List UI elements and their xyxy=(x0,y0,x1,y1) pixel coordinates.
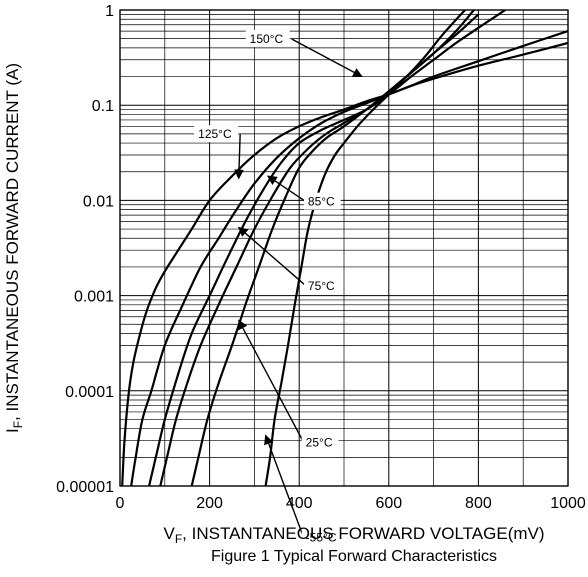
series-leader-125c xyxy=(234,134,244,180)
series-label-bg xyxy=(301,528,346,546)
series-line-25c xyxy=(190,10,475,486)
grid-lines xyxy=(119,10,569,487)
series-label-bg xyxy=(303,276,341,294)
x-tick-label: 600 xyxy=(375,495,402,512)
y-axis-title: IF, INSTANTANEOUS FORWARD CURRENT (A) xyxy=(3,63,25,433)
x-tick-label: 800 xyxy=(465,495,492,512)
x-tick-label: 200 xyxy=(196,495,223,512)
x-tick-label: 1000 xyxy=(550,495,586,512)
series-lines xyxy=(121,10,568,486)
y-tick-label: 1 xyxy=(105,3,114,20)
series-leader-25c xyxy=(238,319,305,443)
x-axis-title: VF, INSTANTANEOUS FORWARD VOLTAGE(mV) xyxy=(163,524,544,546)
series-label-150c: 150°C xyxy=(250,32,284,46)
x-tick-label: 0 xyxy=(116,495,125,512)
series-leader-75c xyxy=(237,226,307,287)
y-tick-label: 0.0001 xyxy=(65,384,114,401)
y-tick-label: 0.1 xyxy=(92,98,114,115)
y-tick-label: 0.01 xyxy=(83,193,114,210)
series-label-85c: 85°C xyxy=(308,195,335,209)
series-label-125c: 125°C xyxy=(198,127,232,141)
x-tick-label: 400 xyxy=(286,495,313,512)
y-tick-label: 0.00001 xyxy=(56,479,114,496)
series-label-bg xyxy=(245,30,290,48)
series-label-25c: 25°C xyxy=(306,435,333,449)
series-label-75c: 75°C xyxy=(308,279,335,293)
series-leader-150c xyxy=(291,38,363,78)
series-line-minus55c xyxy=(264,10,466,486)
series-label-bg xyxy=(301,433,339,451)
series-leaders xyxy=(234,38,363,538)
series-labels: 150°C 125°C 85°C 75°C 25°C -55°C xyxy=(194,30,346,546)
x-tick-labels: 0 200 400 600 800 1000 xyxy=(116,495,586,512)
figure-caption: Figure 1 Typical Forward Characteristics xyxy=(211,548,497,565)
series-line-85c xyxy=(148,10,506,486)
y-tick-labels: 0.00001 0.0001 0.001 0.01 0.1 1 xyxy=(56,3,114,496)
series-label-bg xyxy=(303,192,341,210)
series-label-bg xyxy=(194,125,239,143)
plot-frame xyxy=(119,9,569,487)
series-label-minus55c: -55°C xyxy=(306,531,337,545)
series-line-125c xyxy=(130,30,568,486)
y-tick-label: 0.001 xyxy=(74,289,114,306)
series-leader-85c xyxy=(267,175,307,203)
